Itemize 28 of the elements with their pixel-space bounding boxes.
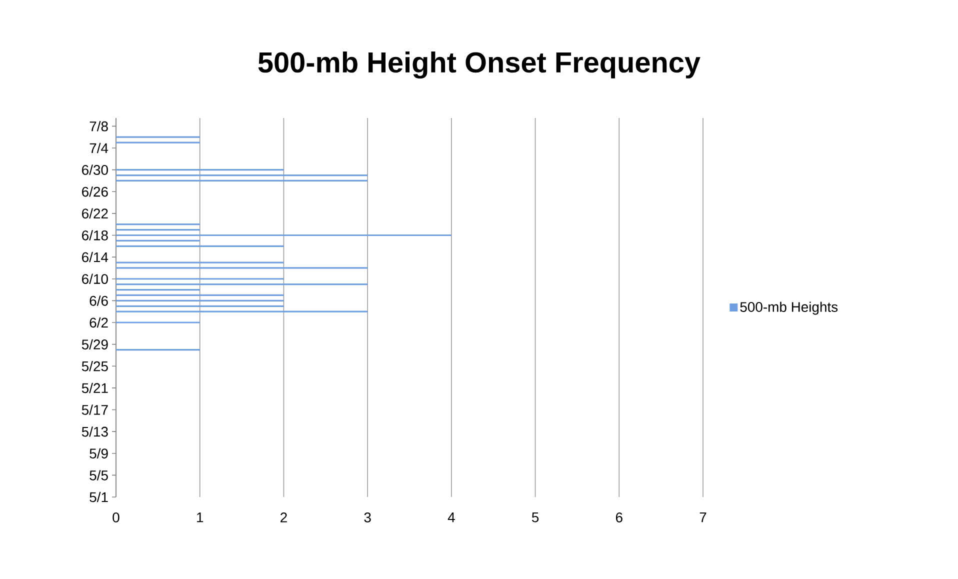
- y-tick-label: 6/22: [82, 208, 108, 219]
- x-tick-label: 6: [616, 512, 622, 522]
- y-tick-label: 6/26: [82, 186, 108, 197]
- y-tick-label: 6/14: [82, 252, 108, 262]
- y-tick-label: 5/29: [82, 339, 108, 350]
- y-tick-label: 6/10: [82, 274, 108, 284]
- chart-title: 500-mb Height Onset Frequency: [258, 51, 700, 79]
- y-tick-label: 7/4: [90, 142, 108, 154]
- x-tick-label: 3: [364, 512, 371, 522]
- x-tick-label: 5: [532, 512, 539, 522]
- y-tick-label: 5/9: [90, 448, 108, 459]
- y-tick-label: 5/1: [90, 492, 108, 502]
- y-tick-label: 7/8: [90, 121, 108, 132]
- y-tick-label: 5/5: [90, 470, 108, 480]
- y-tick-label: 6/6: [90, 296, 108, 306]
- y-tick-label: 6/2: [90, 317, 108, 328]
- x-tick-label: 0: [112, 512, 120, 522]
- y-tick-label: 5/21: [82, 382, 108, 394]
- legend-label: 500-mb Heights: [740, 302, 838, 315]
- y-tick-label: 6/18: [82, 230, 108, 240]
- x-tick-label: 4: [448, 512, 455, 522]
- y-tick-label: 5/13: [82, 426, 108, 437]
- y-tick-label: 5/25: [82, 361, 108, 372]
- y-tick-label: 5/17: [82, 404, 108, 415]
- x-tick-label: 1: [197, 512, 204, 522]
- y-tick-label: 6/30: [82, 164, 108, 175]
- x-tick-label: 2: [280, 512, 287, 522]
- x-tick-label: 7: [700, 512, 706, 522]
